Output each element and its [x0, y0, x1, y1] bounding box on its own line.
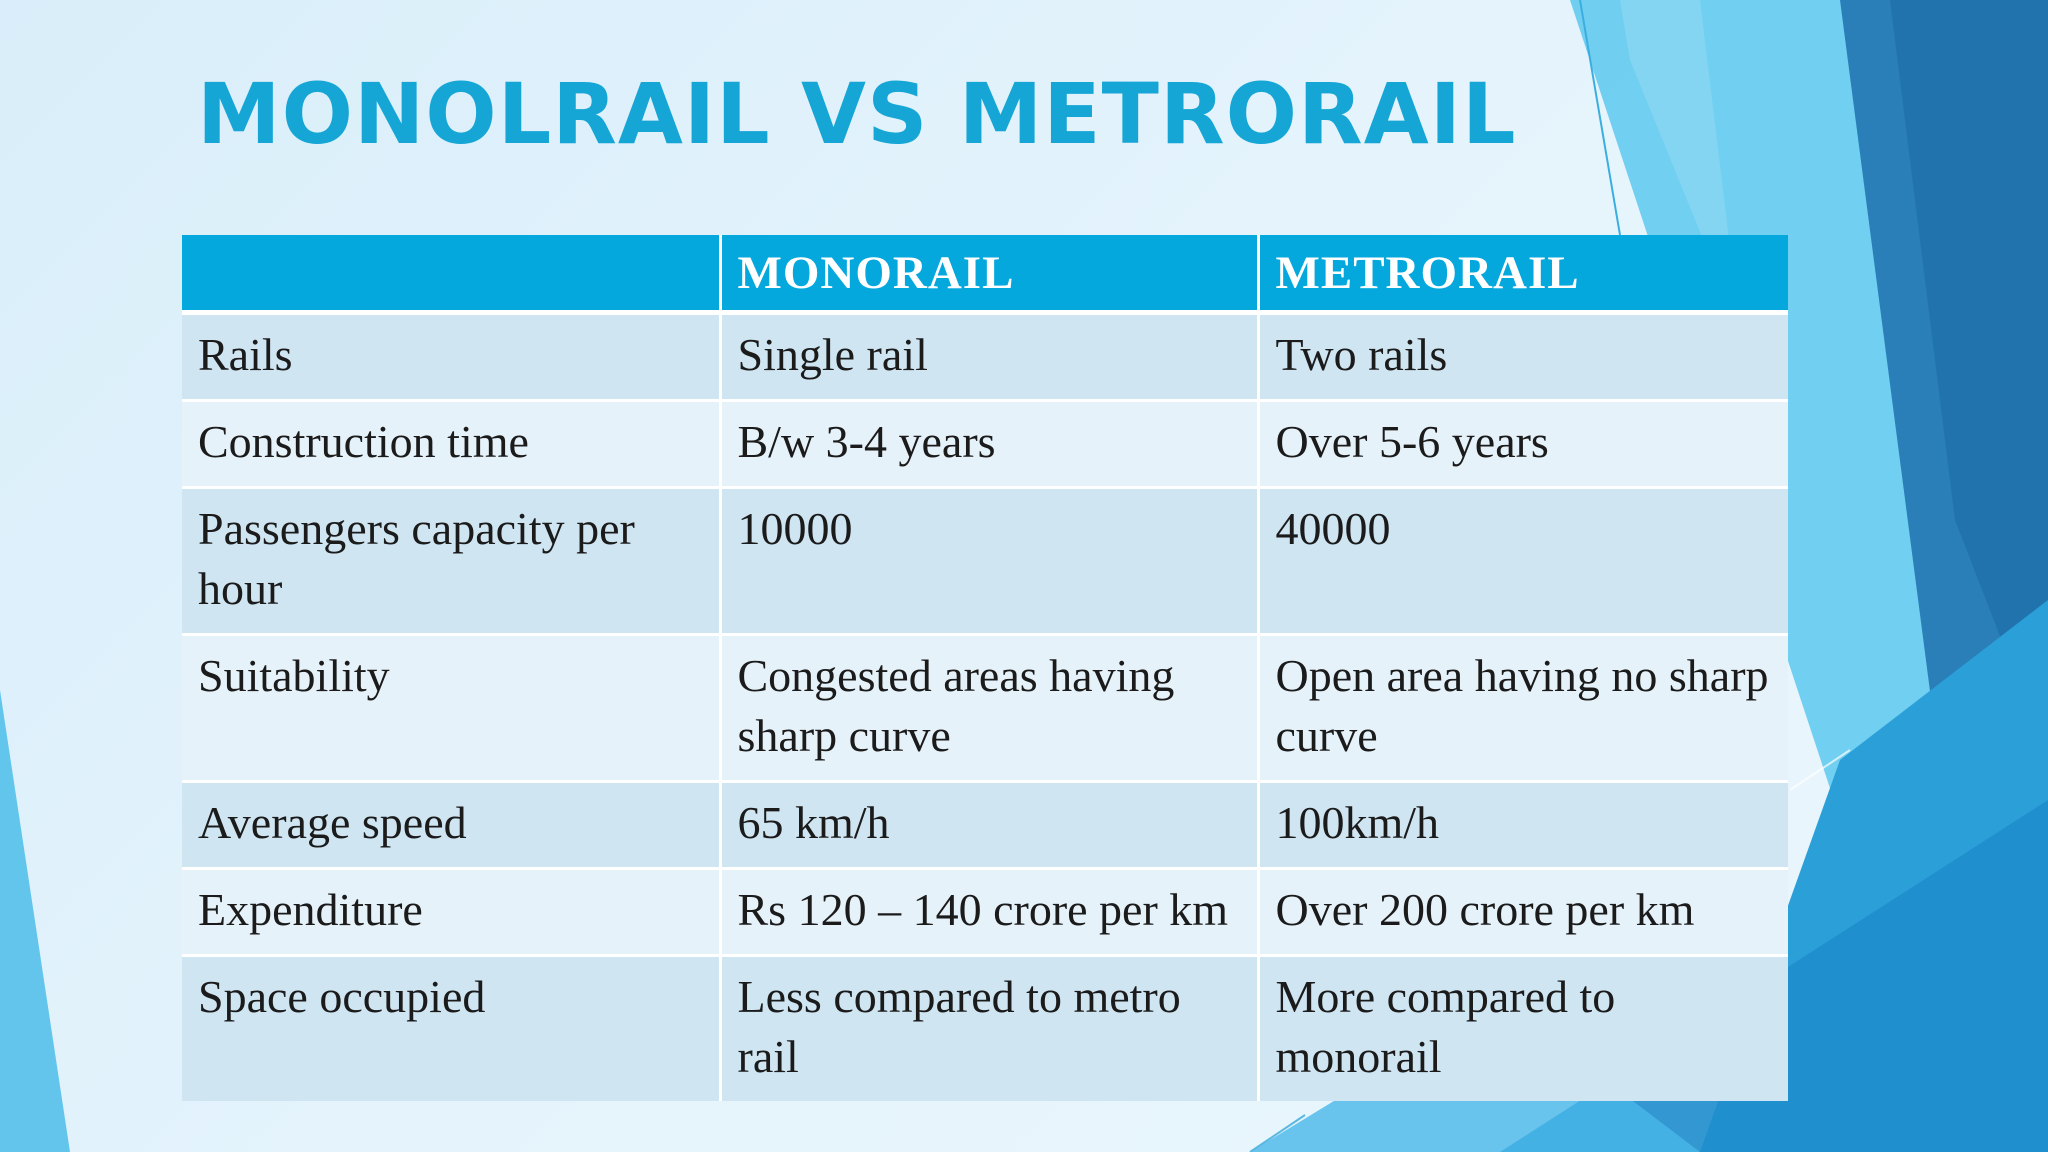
- comparison-table: MONORAIL METRORAIL Rails Single rail Two…: [182, 235, 1788, 1101]
- slide-title: MONOLRAIL VS METRORAIL: [197, 65, 1517, 163]
- metrorail-cell: Open area having no sharp curve: [1256, 633, 1788, 782]
- table-row: Average speed 65 km/h 100km/h: [182, 780, 1788, 869]
- table-row: Rails Single rail Two rails: [182, 311, 1788, 401]
- row-label: Space occupied: [182, 954, 720, 1101]
- table-row: Expenditure Rs 120 – 140 crore per km Ov…: [182, 867, 1788, 956]
- monorail-cell: B/w 3-4 years: [718, 399, 1258, 488]
- monorail-cell: 10000: [718, 486, 1258, 635]
- row-label: Rails: [182, 311, 720, 401]
- header-monorail: MONORAIL: [718, 235, 1258, 315]
- monorail-cell: Single rail: [718, 311, 1258, 401]
- table-row: Construction time B/w 3-4 years Over 5-6…: [182, 399, 1788, 488]
- row-label: Suitability: [182, 633, 720, 782]
- header-metrorail: METRORAIL: [1256, 235, 1788, 315]
- row-label: Passengers capacity per hour: [182, 486, 720, 635]
- table-row: Suitability Congested areas having sharp…: [182, 633, 1788, 782]
- row-label: Expenditure: [182, 867, 720, 956]
- metrorail-cell: 40000: [1256, 486, 1788, 635]
- monorail-cell: Less compared to metro rail: [718, 954, 1258, 1101]
- metrorail-cell: Two rails: [1256, 311, 1788, 401]
- monorail-cell: 65 km/h: [718, 780, 1258, 869]
- monorail-cell: Rs 120 – 140 crore per km: [718, 867, 1258, 956]
- row-label: Average speed: [182, 780, 720, 869]
- metrorail-cell: Over 200 crore per km: [1256, 867, 1788, 956]
- table-header-row: MONORAIL METRORAIL: [182, 235, 1788, 315]
- row-label: Construction time: [182, 399, 720, 488]
- monorail-cell: Congested areas having sharp curve: [718, 633, 1258, 782]
- metrorail-cell: Over 5-6 years: [1256, 399, 1788, 488]
- metrorail-cell: 100km/h: [1256, 780, 1788, 869]
- table-row: Space occupied Less compared to metro ra…: [182, 954, 1788, 1101]
- metrorail-cell: More compared to monorail: [1256, 954, 1788, 1101]
- table-row: Passengers capacity per hour 10000 40000: [182, 486, 1788, 635]
- header-blank: [182, 235, 720, 315]
